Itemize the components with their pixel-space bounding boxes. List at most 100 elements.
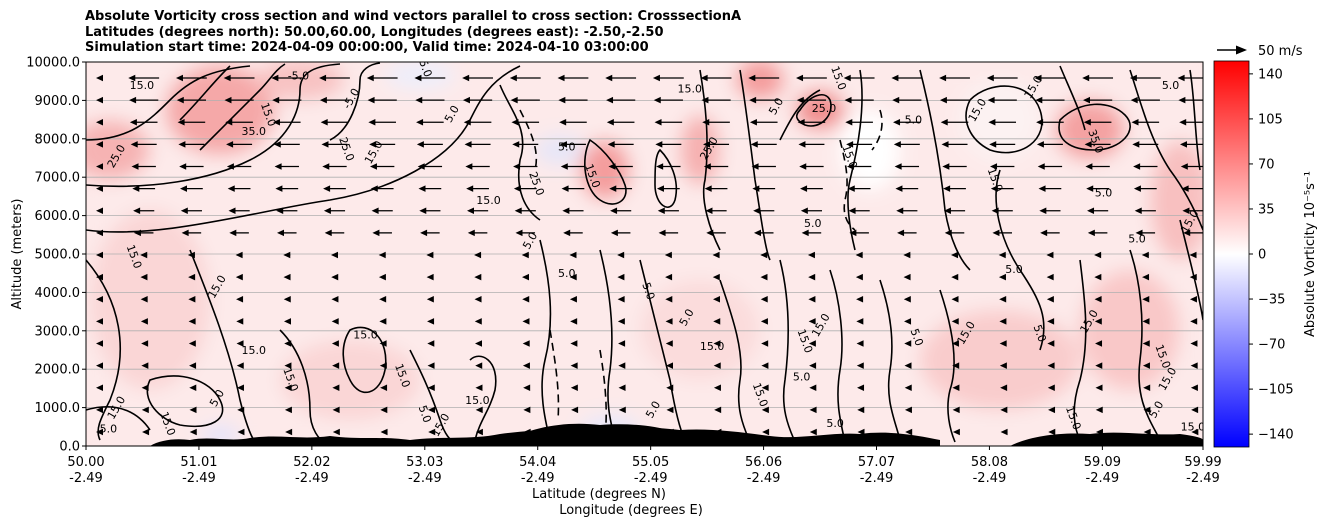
wind-arrow xyxy=(1095,384,1103,391)
wind-arrow xyxy=(521,251,529,259)
wind-arrow xyxy=(1000,428,1008,436)
colorbar-tick-label: −140 xyxy=(1258,428,1294,443)
y-axis-label: Altitude (meters) xyxy=(10,199,25,310)
wind-arrow xyxy=(522,340,530,347)
wind-arrow xyxy=(897,229,917,237)
wind-arrow xyxy=(561,185,585,192)
wind-arrow xyxy=(857,384,865,391)
wind-arrow xyxy=(514,207,536,214)
wind-arrow xyxy=(944,229,965,237)
wind-arrow xyxy=(178,141,205,148)
quiver-key-label: 50 m/s xyxy=(1258,44,1303,59)
contour-line xyxy=(584,138,627,205)
contour-line xyxy=(329,62,381,141)
y-tick-label: 3000.0 xyxy=(35,324,81,339)
wind-arrow xyxy=(666,406,674,414)
wind-arrow xyxy=(570,362,578,369)
wind-arrow xyxy=(999,362,1007,369)
colorbar-tick-label: 140 xyxy=(1258,67,1283,82)
wind-arrow xyxy=(1180,163,1203,170)
wind-arrow xyxy=(366,74,398,82)
contour-label: 5.0 xyxy=(1162,79,1180,92)
wind-arrow xyxy=(952,384,960,391)
wind-arrow xyxy=(322,163,347,170)
wind-arrow xyxy=(656,163,681,170)
wind-arrow xyxy=(1047,318,1055,325)
wind-arrow xyxy=(808,296,816,303)
wind-arrow xyxy=(846,141,873,148)
wind-arrow xyxy=(1036,141,1063,148)
wind-arrow xyxy=(189,428,197,436)
wind-arrow xyxy=(751,163,776,170)
wind-arrow xyxy=(1082,74,1114,82)
wind-arrow xyxy=(999,296,1007,303)
wind-arrow xyxy=(227,185,251,192)
wind-arrow xyxy=(130,141,157,148)
wind-arrow xyxy=(415,96,445,104)
wind-arrow xyxy=(1037,163,1063,170)
contour-label: 5.0 xyxy=(793,371,811,384)
wind-arrow xyxy=(618,384,626,391)
wind-arrow xyxy=(189,406,197,414)
wind-arrow xyxy=(1087,207,1109,214)
wind-arrow xyxy=(1182,207,1203,214)
x-tick-label-lon: -2.49 xyxy=(973,471,1007,486)
wind-arrow xyxy=(1180,141,1203,148)
colorbar-label: Absolute Vorticity 10⁻⁵s⁻¹ xyxy=(1303,171,1318,337)
x-tick-label-lon: -2.49 xyxy=(521,471,555,486)
wind-arrow xyxy=(181,229,202,237)
contour-label: 5.0 xyxy=(908,327,926,348)
wind-arrow xyxy=(656,185,680,192)
wind-arrow xyxy=(1134,207,1156,214)
wind-arrow xyxy=(942,163,967,170)
contour-line xyxy=(199,63,286,151)
wind-arrow xyxy=(510,96,540,104)
x-tick-label-lon: -2.49 xyxy=(1086,471,1120,486)
wind-arrow xyxy=(274,163,299,170)
y-tick-label: 1000.0 xyxy=(35,401,81,416)
wind-arrow xyxy=(475,362,483,369)
wind-arrow xyxy=(1046,251,1054,259)
x-tick-label-lon: -2.49 xyxy=(295,471,329,486)
wind-arrow xyxy=(236,384,244,391)
wind-arrow xyxy=(619,428,627,436)
wind-arrow xyxy=(427,406,435,414)
contour-line xyxy=(1058,103,1131,151)
wind-arrow xyxy=(1129,74,1161,82)
wind-arrow xyxy=(951,273,959,281)
wind-arrow xyxy=(606,96,636,104)
wind-arrow xyxy=(1183,229,1203,237)
contour-line xyxy=(599,249,616,441)
wind-arrow xyxy=(225,119,253,126)
contour-line xyxy=(549,329,560,421)
wind-arrow xyxy=(796,96,827,104)
wind-arrow xyxy=(522,318,530,325)
wind-arrow xyxy=(284,362,292,369)
wind-arrow xyxy=(655,141,682,148)
wind-arrow xyxy=(509,74,541,82)
wind-arrow xyxy=(761,384,769,391)
wind-arrow xyxy=(808,318,816,325)
x-tick-label-lon: -2.49 xyxy=(634,471,668,486)
wind-arrow xyxy=(331,318,339,325)
wind-arrow xyxy=(664,251,672,259)
wind-arrow xyxy=(1087,229,1108,237)
wind-arrow xyxy=(846,163,872,170)
wind-arrow xyxy=(617,273,625,281)
wind-arrow xyxy=(1143,384,1151,391)
wind-arrow xyxy=(1132,141,1159,148)
y-axis: 0.0 1000.0 2000.0 3000.0 4000.0 5000.0 6000.0 7… xyxy=(26,56,86,455)
wind-arrow xyxy=(427,340,435,347)
wind-arrow xyxy=(142,428,150,436)
wind-arrow xyxy=(654,119,683,126)
wind-arrow xyxy=(797,119,826,126)
wind-arrow xyxy=(809,428,817,436)
wind-arrow xyxy=(1048,406,1056,414)
wind-arrow xyxy=(1038,185,1062,192)
wind-arrow xyxy=(1036,119,1064,126)
wind-arrow xyxy=(991,207,1013,214)
contour-label: 5.0 xyxy=(558,140,576,153)
x-tick-label-lat: 57.07 xyxy=(858,455,895,470)
wind-arrow xyxy=(273,141,300,148)
wind-arrow xyxy=(462,96,493,104)
